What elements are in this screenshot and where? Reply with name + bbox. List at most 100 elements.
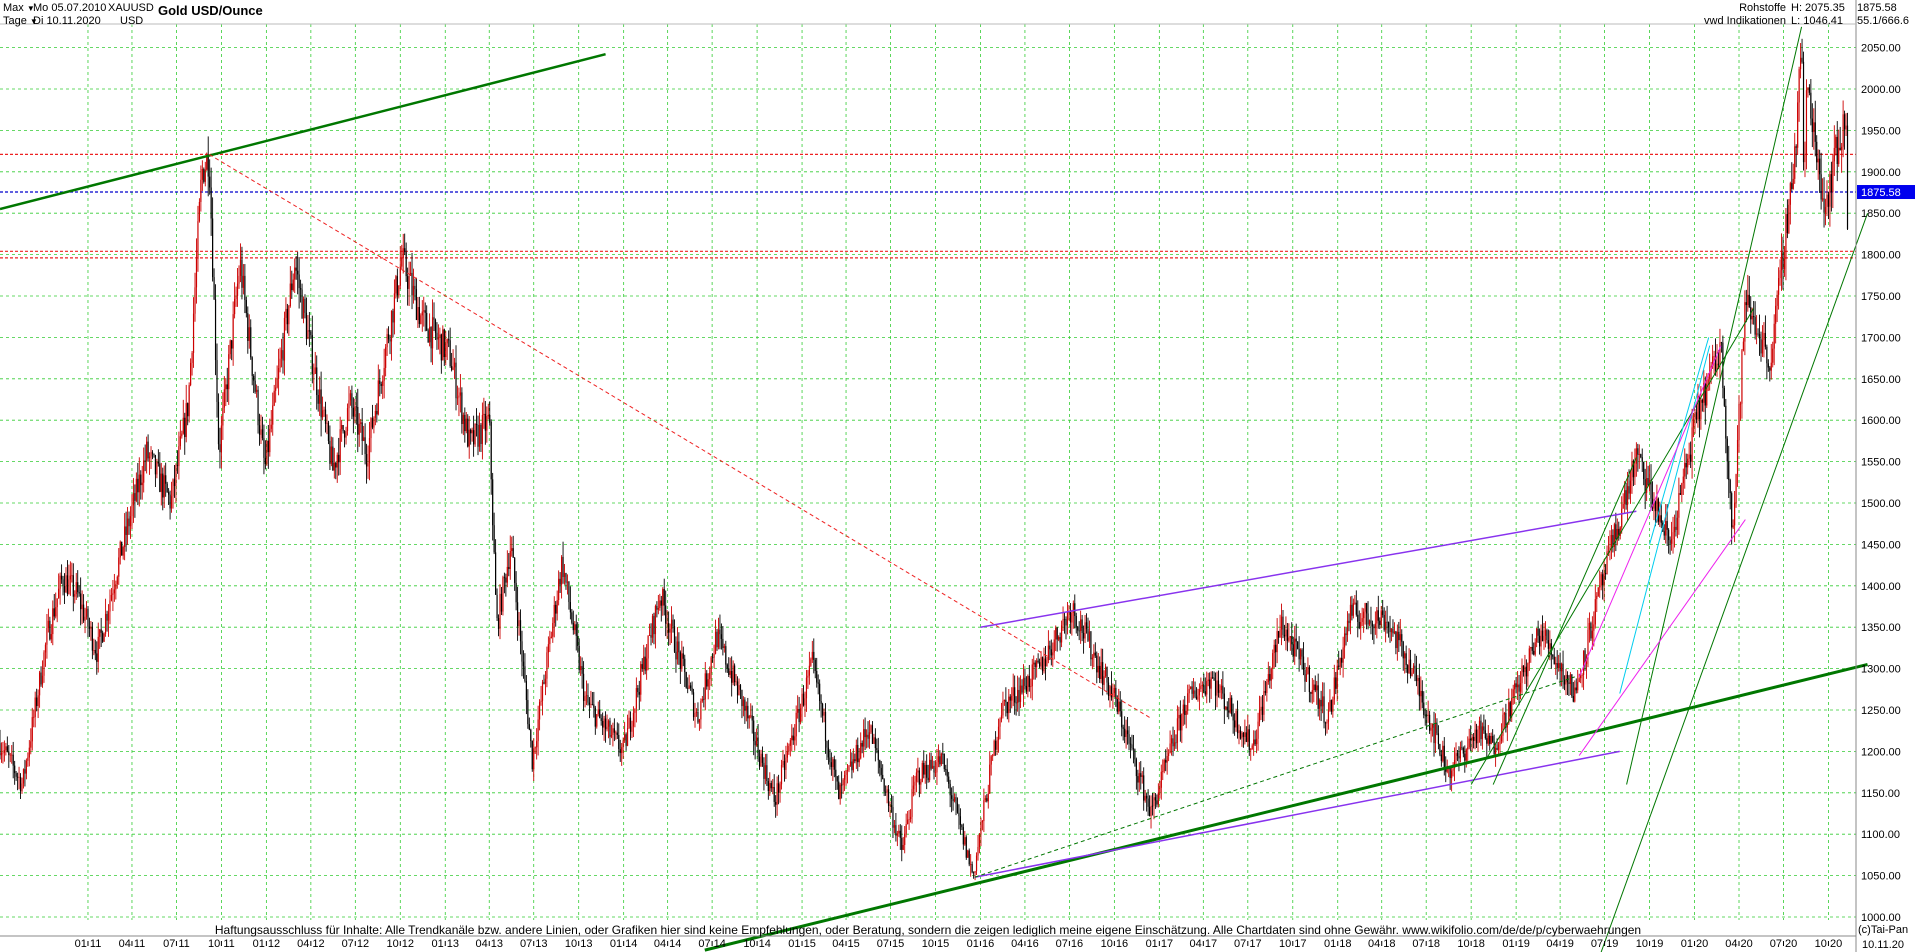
period-label: Max [3, 2, 24, 14]
candle-body [1555, 663, 1557, 665]
candle-body [106, 613, 108, 621]
candle-body [65, 575, 67, 593]
candle-body [1615, 524, 1617, 540]
candle-body [1446, 769, 1448, 772]
candle-body [1687, 458, 1689, 468]
candle-body [209, 176, 211, 188]
candle-body [1414, 665, 1416, 669]
candle-body [1465, 749, 1467, 761]
candle-body [1319, 699, 1321, 709]
candle-body [1643, 461, 1645, 480]
candle-body [1220, 685, 1223, 691]
x-tick-label: 07 17 [1234, 938, 1262, 950]
candle-body [323, 409, 325, 411]
candle-body [412, 285, 415, 296]
candle-body [1066, 612, 1069, 626]
candle-body [955, 797, 957, 804]
candle-body [1549, 643, 1551, 649]
candle-body [28, 747, 30, 758]
candle-body [175, 465, 177, 486]
candle-body [1582, 650, 1585, 675]
candle-body [1251, 745, 1253, 750]
candle-body [1769, 367, 1771, 371]
candle-body [163, 475, 165, 498]
candle-body [1543, 635, 1545, 642]
candle-body [255, 389, 258, 392]
candle-body [1333, 677, 1335, 700]
x-tick-label: 01 18 [1324, 938, 1352, 950]
y-tick-label: 1350.00 [1861, 622, 1901, 634]
candle-body [1467, 747, 1469, 750]
candle-body [480, 424, 482, 444]
candle-body [1084, 622, 1086, 639]
candle-body [921, 762, 923, 782]
candle-body [40, 672, 42, 685]
candle-body [1817, 158, 1819, 163]
candle-body [1135, 759, 1137, 777]
candle-body [1241, 732, 1243, 739]
candle-body [197, 221, 199, 259]
candle-body [1563, 679, 1566, 685]
candle-body [241, 259, 243, 288]
candle-body [96, 653, 98, 662]
candle-body [1843, 114, 1846, 130]
candle-body [112, 593, 114, 595]
candle-body [1591, 630, 1593, 639]
candle-body [429, 327, 431, 343]
candle-body [250, 327, 252, 358]
candle-body [80, 593, 82, 610]
candle-body [533, 748, 535, 770]
candle-body [1783, 259, 1786, 270]
chart-title: Gold USD/Ounce [158, 3, 263, 18]
candle-body [1078, 630, 1080, 632]
candle-body [1770, 362, 1772, 371]
candle-body [1668, 529, 1670, 541]
candle-body [310, 331, 312, 336]
candle-body [775, 801, 777, 805]
candle-body [933, 765, 935, 773]
candle-body [473, 430, 475, 445]
candle-body [128, 518, 130, 527]
candle-body [1085, 622, 1088, 629]
y-tick-label: 1900.00 [1861, 167, 1901, 179]
candle-body [373, 417, 375, 428]
candle-body [229, 340, 231, 355]
candle-body [440, 334, 442, 361]
candle-body [1097, 665, 1099, 673]
candle-body [657, 607, 659, 610]
candle-body [461, 392, 463, 424]
candle-body [148, 456, 151, 459]
candle-body [607, 720, 610, 727]
candle-body [692, 692, 695, 718]
candle-body [1275, 644, 1277, 653]
interval-selector[interactable]: Tage ▼ [3, 15, 38, 28]
candle-body [1382, 610, 1384, 615]
candle-body [1104, 666, 1107, 677]
candle-body [1033, 662, 1035, 665]
candle-body [239, 259, 242, 276]
candle-body [294, 267, 296, 280]
candle-body [342, 425, 344, 432]
candle-body [1738, 403, 1740, 441]
candle-body [84, 616, 86, 621]
candle-body [1338, 665, 1340, 667]
candle-body [518, 620, 520, 627]
candle-body [609, 720, 611, 737]
candle-body [1411, 672, 1413, 676]
candle-body [1119, 701, 1121, 712]
candle-body [1560, 663, 1563, 672]
candle-body [923, 762, 925, 775]
candle-body [1725, 405, 1727, 439]
candle-body [744, 699, 746, 711]
period-selector[interactable]: Max ▼ [3, 2, 35, 15]
candle-body [678, 641, 680, 653]
candle-body [1103, 676, 1105, 685]
candle-body [392, 310, 394, 323]
candle-body [1495, 747, 1497, 755]
candle-body [1473, 736, 1475, 741]
candle-body [1374, 623, 1376, 629]
candle-body [408, 275, 410, 289]
candle-body [1376, 610, 1378, 624]
